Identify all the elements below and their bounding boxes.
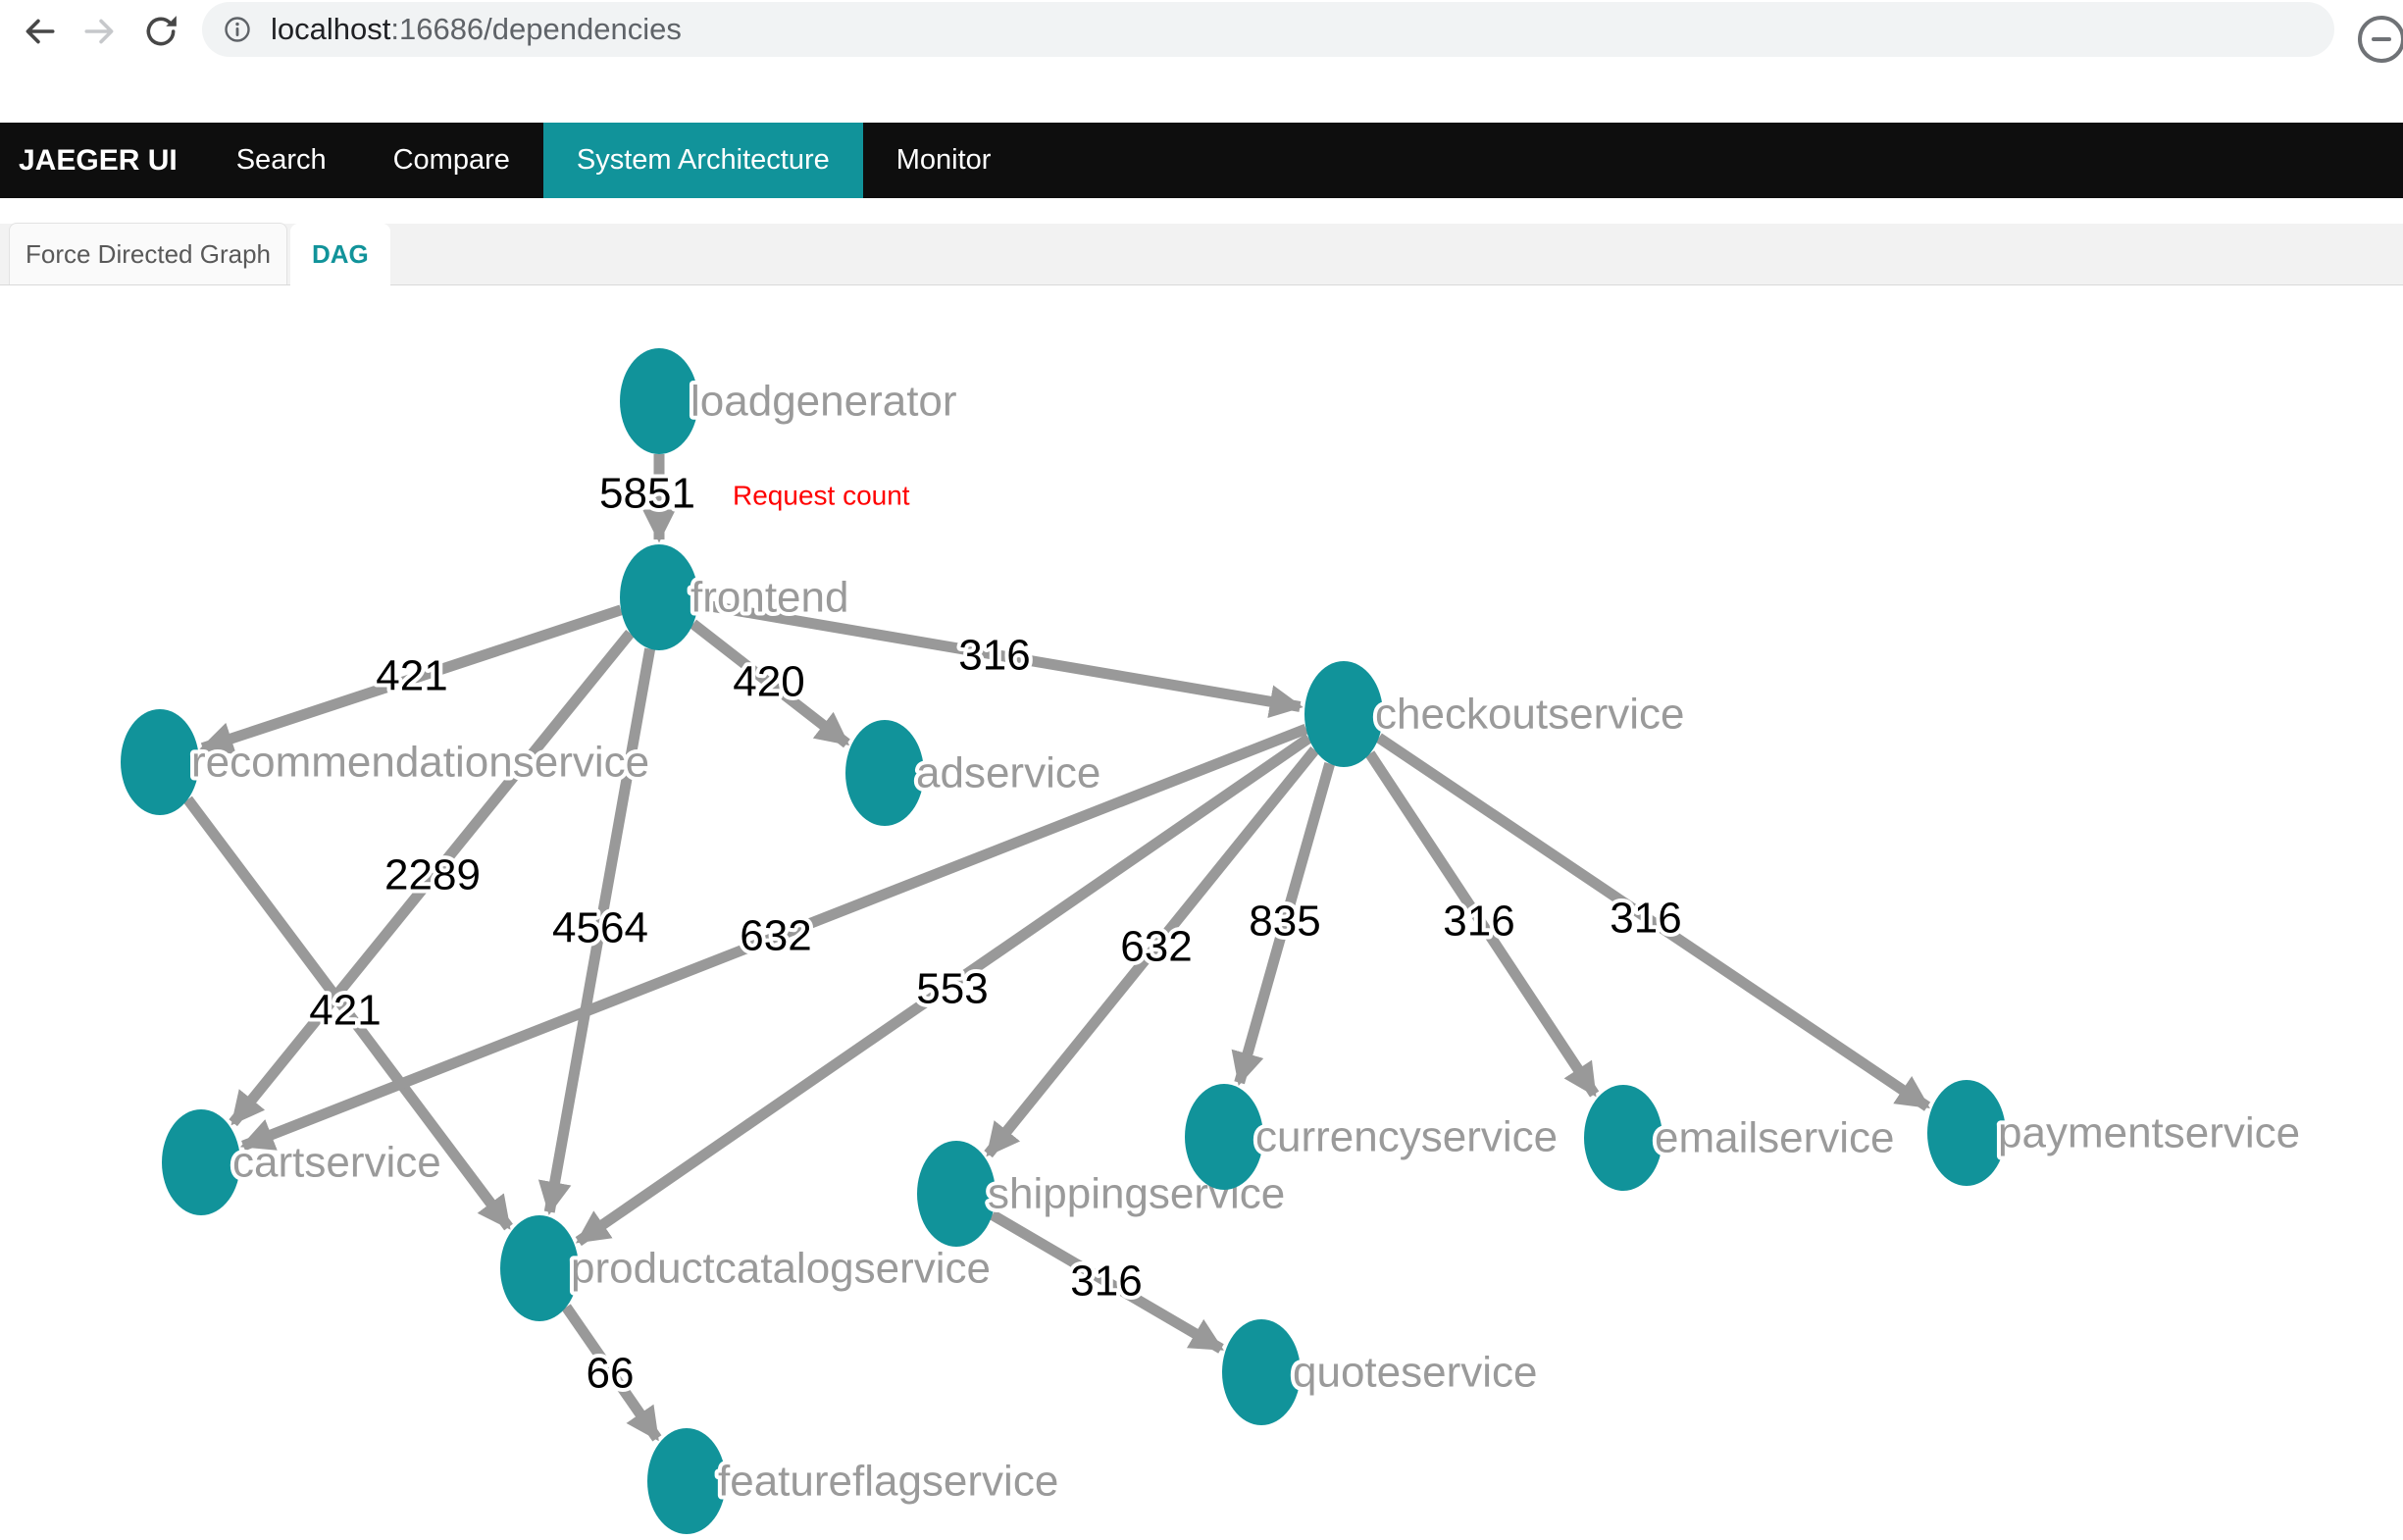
browser-profile-icon[interactable] <box>2358 16 2403 63</box>
url-bar[interactable]: localhost:16686/dependencies <box>202 2 2334 57</box>
browser-back-button[interactable] <box>18 10 61 53</box>
dag-node-loadgenerator <box>620 348 698 454</box>
dag-edge-frontend-cartservice <box>229 629 635 1127</box>
dag-edge-count-frontend-productcatalogservice: 4564 <box>552 904 648 952</box>
dag-node-label-cartservice: cartservice <box>232 1139 441 1187</box>
dag-edge-count-checkoutservice-currencyservice: 835 <box>1249 898 1320 946</box>
dag-edges-layer <box>183 454 1931 1442</box>
dag-edge-checkoutservice-paymentservice <box>1375 733 1931 1111</box>
dag-edge-checkoutservice-productcatalogservice <box>575 734 1312 1247</box>
url-host: localhost <box>271 12 391 46</box>
nav-item-monitor[interactable]: Monitor <box>895 144 992 176</box>
dag-node-label-recommendationservice: recommendationservice <box>191 739 649 787</box>
dag-edge-frontend-productcatalogservice <box>537 647 656 1215</box>
dag-node-frontend <box>620 544 698 650</box>
dag-nodes-layer: loadgenerator frontend recommendationservi… <box>121 348 2304 1534</box>
view-tabs: Force Directed Graph DAG <box>0 198 2403 285</box>
tab-dag[interactable]: DAG <box>289 224 390 285</box>
tab-force-directed-graph[interactable]: Force Directed Graph <box>9 223 287 284</box>
dag-edge-count-shippingservice-quoteservice: 316 <box>1070 1258 1142 1306</box>
site-info-icon[interactable] <box>224 16 251 43</box>
browser-toolbar: localhost:16686/dependencies <box>0 0 2403 63</box>
forward-arrow-icon <box>84 19 114 44</box>
dag-node-paymentservice <box>1927 1080 2006 1186</box>
url-path: :16686/dependencies <box>390 12 682 46</box>
dag-node-label-frontend: frontend <box>690 574 848 622</box>
dag-edge-labels-layer: 5851 421 420 316 2289 4564 421 632 553 632 835 316 3… <box>305 466 1685 1402</box>
dag-node-emailservice <box>1584 1085 1662 1191</box>
tabband <box>0 224 2403 284</box>
profile-dash-icon <box>2372 37 2391 41</box>
nav-item-system-architecture[interactable]: System Architecture <box>542 123 863 198</box>
dag-edge-count-frontend-adservice: 420 <box>733 658 804 706</box>
dag-node-recommendationservice <box>121 709 199 815</box>
dag-edge-count-frontend-recommendationservice: 421 <box>376 652 447 700</box>
dag-node-label-currencyservice: currencyservice <box>1255 1113 1558 1161</box>
dag-edge-recommendationservice-productcatalogservice <box>183 796 513 1231</box>
dag-node-label-quoteservice: quoteservice <box>1293 1349 1537 1397</box>
dag-edge-checkoutservice-emailservice <box>1365 750 1600 1098</box>
dag-edge-checkoutservice-cartservice <box>239 723 1308 1152</box>
dag-edge-checkoutservice-currencyservice <box>1231 761 1336 1087</box>
dag-edge-count-checkoutservice-paymentservice: 316 <box>1610 895 1681 943</box>
dag-edge-count-checkoutservice-cartservice: 632 <box>740 912 811 960</box>
dag-node-currencyservice <box>1185 1084 1263 1190</box>
dag-node-label-paymentservice: paymentservice <box>1998 1109 2300 1157</box>
dag-node-label-featureflagservice: featureflagservice <box>718 1458 1058 1506</box>
jaeger-navbar: JAEGER UI Search Compare System Architec… <box>0 123 2403 198</box>
dag-node-label-adservice: adservice <box>916 749 1100 797</box>
dag-node-productcatalogservice <box>500 1215 579 1321</box>
nav-item-compare[interactable]: Compare <box>392 144 510 176</box>
dag-node-cartservice <box>162 1109 240 1215</box>
browser-reload-button[interactable] <box>139 10 182 53</box>
browser-chrome: localhost:16686/dependencies <box>0 0 2403 123</box>
dag-edge-frontend-recommendationservice <box>199 604 623 755</box>
dag-edge-count-frontend-cartservice: 2289 <box>384 851 481 899</box>
back-arrow-icon <box>26 19 55 44</box>
dag-node-quoteservice <box>1222 1319 1301 1425</box>
reload-icon <box>146 16 177 46</box>
dag-edge-count-checkoutservice-productcatalogservice: 553 <box>916 965 988 1013</box>
jaeger-brand-link[interactable]: JAEGER UI <box>19 144 178 177</box>
request-count-hint: Request count <box>733 481 910 511</box>
dag-edge-frontend-checkoutservice <box>696 598 1304 719</box>
dag-edge-frontend-adservice <box>690 619 850 748</box>
dag-edge-count-checkoutservice-emailservice: 316 <box>1443 898 1514 946</box>
dag-edge-count-productcatalogservice-featureflagservice: 66 <box>587 1350 635 1398</box>
dag-node-shippingservice <box>917 1141 996 1247</box>
dag-node-checkoutservice <box>1304 661 1383 767</box>
dag-edge-checkoutservice-shippingservice <box>984 746 1319 1158</box>
dag-edge-count-checkoutservice-shippingservice: 632 <box>1120 923 1192 971</box>
browser-forward-button[interactable] <box>78 10 122 53</box>
dag-edge-count-loadgenerator-frontend: 5851 <box>599 470 695 518</box>
dag-node-featureflagservice <box>647 1428 726 1534</box>
dag-node-label-checkoutservice: checkoutservice <box>1375 691 1684 739</box>
url-text: localhost:16686/dependencies <box>271 12 682 47</box>
dag-node-adservice <box>845 720 924 826</box>
dag-edge-productcatalogservice-featureflagservice <box>561 1304 662 1442</box>
dag-edge-count-frontend-checkoutservice: 316 <box>958 632 1030 680</box>
dag-node-label-loadgenerator: loadgenerator <box>690 378 957 426</box>
dag-node-label-productcatalogservice: productcatalogservice <box>571 1245 991 1293</box>
dag-edge-shippingservice-quoteservice <box>989 1209 1224 1354</box>
dag-edge-count-recommendationservice-productcatalogservice: 421 <box>309 987 381 1035</box>
nav-item-search[interactable]: Search <box>235 144 327 176</box>
dag-node-label-emailservice: emailservice <box>1655 1114 1895 1162</box>
